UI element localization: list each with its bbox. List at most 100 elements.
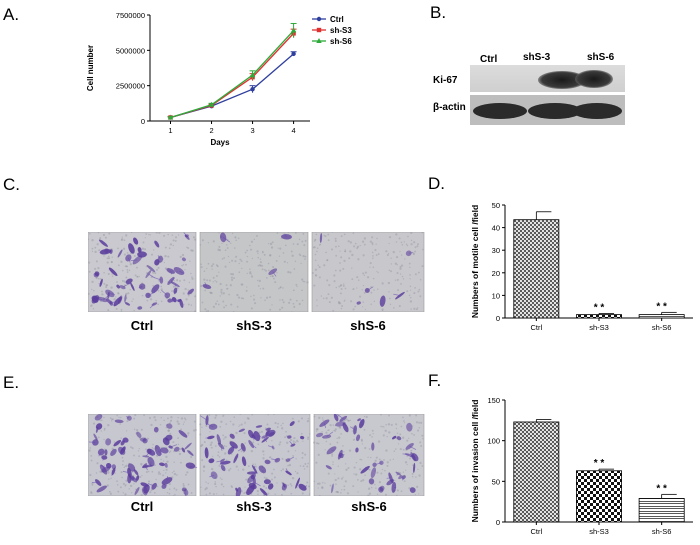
- pore: [183, 303, 185, 306]
- pore: [370, 303, 372, 306]
- pore: [253, 238, 256, 241]
- pore: [286, 441, 289, 444]
- pore: [117, 292, 120, 295]
- pore: [245, 478, 248, 481]
- pore: [269, 296, 272, 299]
- pore: [400, 254, 403, 256]
- pore: [331, 232, 334, 233]
- pore: [205, 424, 208, 427]
- micrograph-field: [88, 414, 198, 496]
- pore: [339, 262, 341, 264]
- pore: [323, 234, 325, 237]
- pore: [388, 269, 391, 272]
- pore: [236, 305, 239, 308]
- pore: [253, 298, 256, 301]
- pore: [222, 415, 224, 417]
- stained-cell: [136, 431, 142, 438]
- pore: [200, 284, 203, 288]
- pore: [231, 273, 235, 276]
- pore: [145, 471, 148, 474]
- x-tick-label: 4: [292, 126, 296, 135]
- pore: [235, 465, 238, 468]
- pore: [187, 432, 190, 435]
- pore: [218, 271, 220, 273]
- pore: [240, 260, 243, 263]
- pore: [284, 490, 286, 492]
- pore: [334, 473, 336, 475]
- pore: [172, 239, 175, 242]
- pore: [304, 258, 306, 260]
- pore: [340, 433, 342, 435]
- pore: [207, 242, 210, 244]
- pore: [313, 415, 316, 418]
- y-tick-label: 5000000: [116, 46, 145, 55]
- cell-process: [98, 451, 102, 457]
- stained-cell: [95, 479, 102, 486]
- stained-cell: [137, 247, 142, 253]
- bar: [576, 314, 622, 319]
- pore: [340, 492, 342, 494]
- pore: [227, 255, 230, 258]
- pore: [301, 456, 304, 459]
- pore: [275, 259, 278, 262]
- pore: [205, 493, 208, 496]
- pore: [177, 437, 179, 440]
- pore: [238, 262, 240, 265]
- pore: [368, 468, 371, 471]
- stained-cell: [295, 477, 300, 489]
- pore: [150, 253, 153, 256]
- pore: [225, 284, 228, 287]
- panel-label-e: E.: [3, 373, 20, 392]
- pore: [315, 428, 318, 431]
- stained-cell: [290, 443, 296, 447]
- pore: [103, 282, 106, 285]
- pore: [413, 253, 415, 255]
- pore: [315, 233, 318, 236]
- pore: [311, 271, 314, 275]
- pore: [147, 470, 150, 473]
- y-tick-label: 2500000: [116, 82, 145, 91]
- legend-marker: [316, 27, 322, 33]
- pore: [314, 239, 316, 241]
- pore: [265, 277, 268, 279]
- pore: [386, 254, 389, 257]
- pore: [388, 414, 390, 417]
- cell-process: [130, 259, 138, 261]
- pore: [157, 471, 161, 474]
- pore: [405, 469, 407, 471]
- pore: [362, 284, 365, 287]
- pore: [88, 292, 90, 295]
- pore: [337, 477, 340, 480]
- micrograph-field: [88, 232, 197, 312]
- pore: [274, 421, 277, 425]
- pore: [327, 293, 330, 296]
- pore: [111, 273, 113, 275]
- pore: [169, 432, 172, 435]
- pore: [177, 443, 180, 446]
- pore: [282, 287, 284, 289]
- pore: [334, 478, 337, 482]
- pore: [226, 247, 229, 249]
- pore: [262, 450, 265, 453]
- pore: [328, 284, 331, 287]
- pore: [383, 459, 385, 461]
- pore: [256, 250, 259, 253]
- pore: [235, 239, 237, 242]
- pore: [321, 431, 323, 433]
- growth-curve-chart: 0 2500000 5000000 7500000 1 2 3 4 Days Cell numbe…: [86, 11, 352, 147]
- pore: [284, 244, 287, 247]
- pore: [409, 289, 412, 291]
- pore: [303, 281, 306, 283]
- pore: [342, 267, 345, 270]
- pore: [221, 478, 223, 481]
- pore: [400, 425, 403, 428]
- pore: [307, 417, 310, 420]
- cell-process: [166, 476, 168, 482]
- pore: [265, 296, 269, 299]
- pore: [308, 485, 311, 488]
- pore: [181, 253, 185, 257]
- pore: [231, 453, 233, 455]
- pore: [399, 447, 402, 451]
- actin-band-shs3: [528, 103, 582, 119]
- pore: [387, 281, 391, 285]
